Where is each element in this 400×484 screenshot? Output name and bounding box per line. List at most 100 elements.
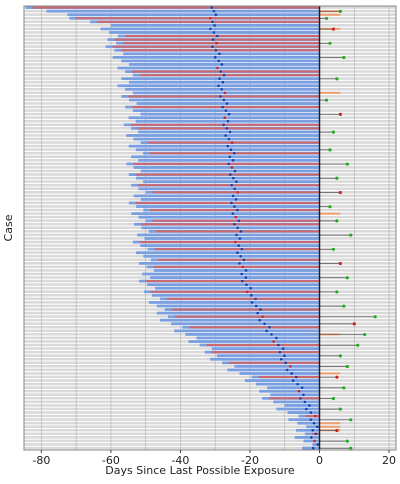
case-marker-point [291,379,295,382]
case-marker-point [222,73,226,77]
case-bar [159,318,320,322]
case-marker-point [265,329,268,333]
case-bar [121,59,320,63]
case-bar [244,379,320,383]
case-bar-highlight [137,127,320,130]
case-marker-point [297,389,301,393]
case-bar [287,411,320,414]
case-bar-highlight [147,141,320,144]
case-bar-highlight [153,265,320,268]
case-bar [133,137,320,141]
case-bar [153,269,320,272]
case-marker-point [233,205,236,208]
case-marker-point [228,173,232,176]
case-bar-highlight [157,258,320,261]
case-marker-point [308,404,311,407]
followup-point [331,130,336,134]
case-background-bar [24,375,396,379]
case-marker-point [219,95,222,98]
case-bar [148,301,320,304]
case-bar [216,354,320,358]
case-bar [142,272,320,276]
case-bar [131,212,320,216]
case-marker-point [309,411,313,414]
case-bar [128,63,320,66]
followup-point [349,418,353,422]
case-marker-point [313,439,316,443]
case-marker-point [241,265,245,269]
x-tick-label: 20 [382,454,396,467]
case-marker-point [244,276,248,279]
case-marker-point [234,240,237,244]
followup-point [342,304,346,308]
case-bar [126,134,320,137]
case-background-bar [24,368,396,372]
case-bar [67,13,320,17]
case-bar-highlight [154,248,320,251]
case-bar-highlight [139,74,320,77]
case-bar [171,322,320,326]
case-marker-point [240,247,244,251]
case-marker-point [314,432,318,436]
case-background-bar [24,393,396,396]
x-tick-label: -40 [171,454,189,467]
case-bar-highlight [112,45,320,48]
case-bar [147,283,320,287]
x-tick-label: -80 [32,454,50,467]
case-bar [128,144,320,148]
case-bar-highlight [206,344,320,347]
case-marker-point [227,137,231,141]
case-background-bar [24,372,396,375]
x-tick-label: -60 [102,454,120,467]
case-marker-point [211,45,214,48]
case-marker-point [230,141,234,144]
case-marker-point [237,219,241,223]
case-bar [227,368,320,372]
case-bar [210,357,320,361]
followup-point [335,375,339,379]
case-marker-point [245,283,248,286]
case-bar-followup [319,212,341,215]
case-marker-point [239,230,243,233]
case-marker-point [238,262,241,265]
case-marker-point [224,134,227,137]
case-marker-point [254,297,257,301]
case-bar-highlight [124,35,320,38]
case-marker-point [272,340,275,343]
case-marker-point [315,425,319,429]
case-bar [137,233,320,237]
case-marker-point [228,130,232,134]
case-marker-point [233,187,236,191]
case-marker-point [220,63,224,66]
case-bar-highlight [138,184,320,187]
case-bar [302,446,320,450]
followup-point [349,446,353,450]
case-background-bar [24,411,396,414]
case-bar-highlight [123,42,320,45]
case-marker-point [294,375,298,379]
case-marker-point [278,350,282,354]
followup-point [331,247,336,251]
case-marker-point [285,368,289,372]
case-bar-highlight [211,351,320,354]
case-marker-point [222,123,225,127]
case-bar-highlight [135,201,320,204]
case-marker-point [235,180,238,183]
case-marker-point [216,66,219,70]
case-marker-point [242,258,246,262]
case-marker-point [261,315,264,318]
case-bar [138,158,320,162]
case-bar [135,176,320,180]
case-marker-point [230,183,233,187]
case-bar-followup [319,13,341,16]
case-marker-point [217,84,220,88]
case-background-bar [24,389,396,393]
case-marker-point [221,105,224,109]
case-bar-highlight [135,173,320,176]
case-bar [156,304,320,308]
case-bar-highlight [150,209,320,212]
case-marker-point [218,77,221,80]
case-bar [141,226,320,230]
points-layer [209,6,377,450]
case-bar-highlight [305,415,320,418]
